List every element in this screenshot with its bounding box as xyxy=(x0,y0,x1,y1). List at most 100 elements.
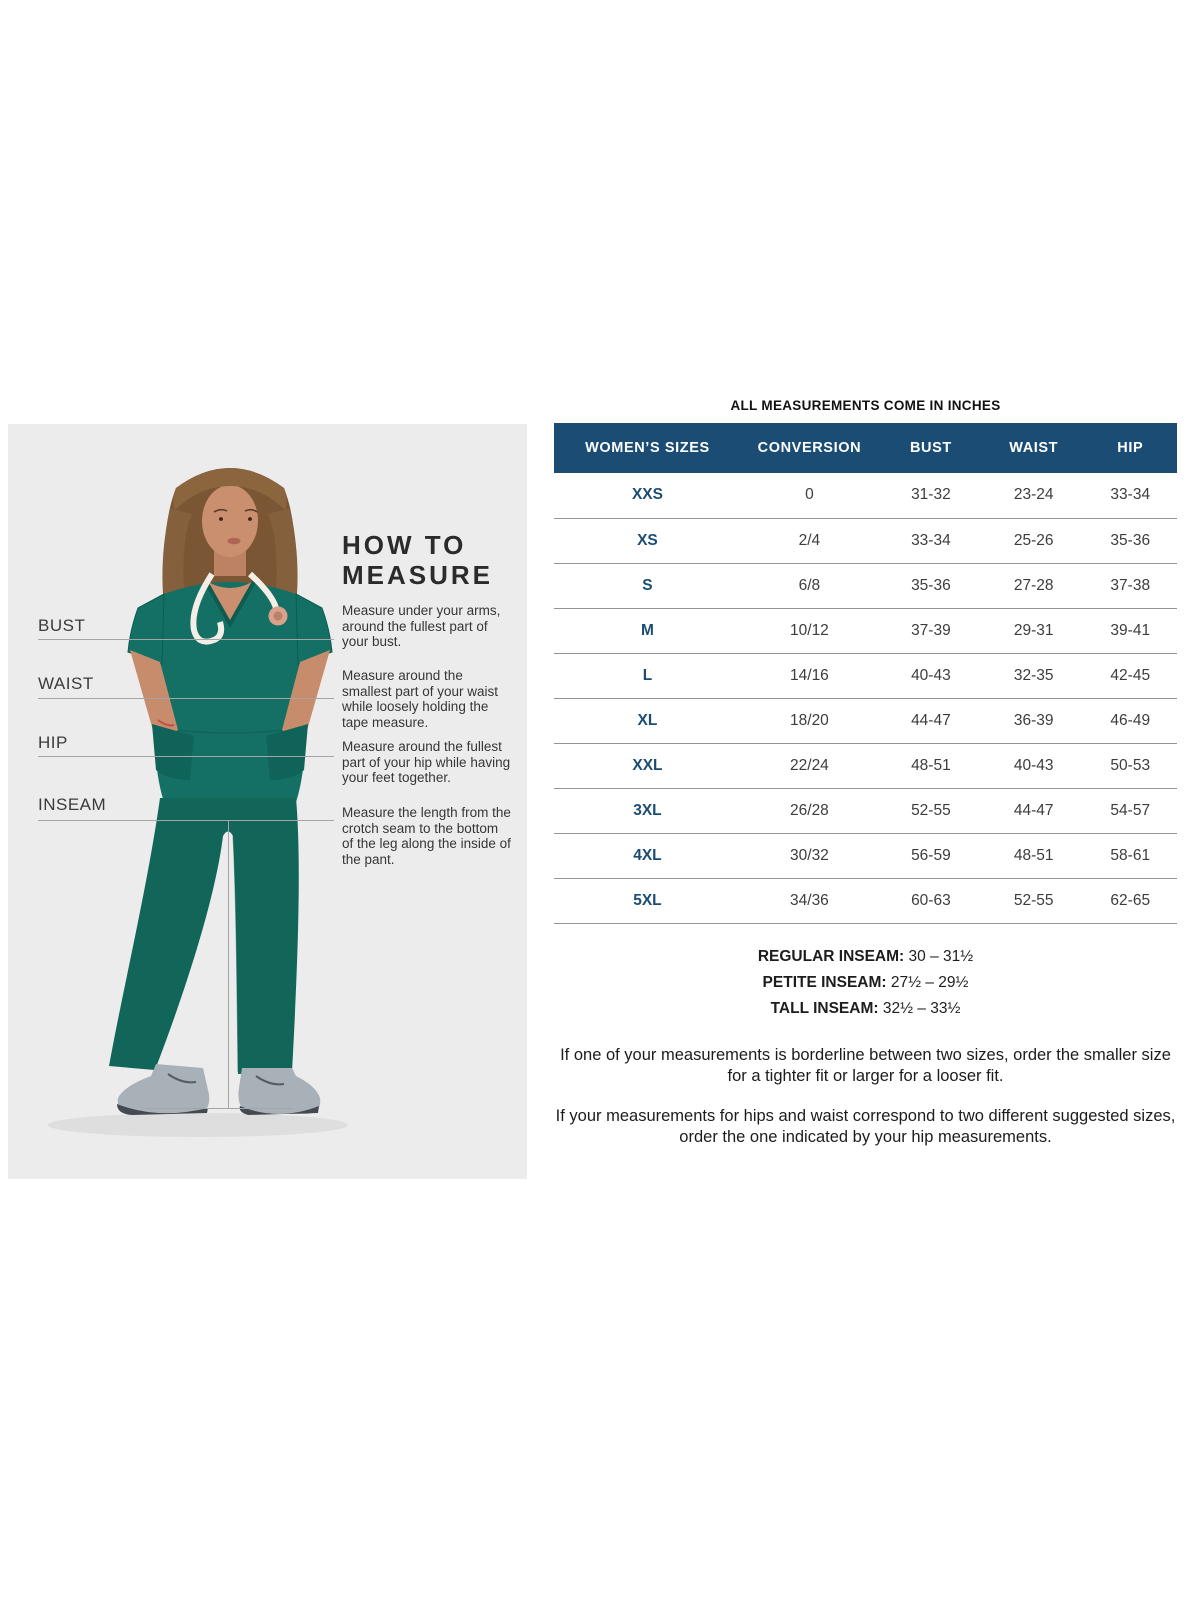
measurement-cell: 31-32 xyxy=(877,473,984,519)
fit-note-hip-priority: If your measurements for hips and waist … xyxy=(555,1106,1176,1146)
size-label-cell: XL xyxy=(554,698,741,744)
measure-label-inseam: INSEAM xyxy=(38,795,107,814)
measurement-cell: 23-24 xyxy=(983,473,1084,519)
stethoscope-icon xyxy=(190,572,225,645)
bust-guide-line xyxy=(38,639,334,640)
model-illustration xyxy=(48,468,348,1137)
column-header-hip: HIP xyxy=(1083,423,1177,473)
size-row: XS 2/4 33-34 25-26 35-36 xyxy=(554,518,1177,564)
measurement-cell: 30/32 xyxy=(740,833,878,879)
inseam-notes: REGULAR INSEAM: 30 – 31½ PETITE INSEAM: … xyxy=(554,944,1177,1022)
size-label-cell: XXS xyxy=(554,473,741,519)
size-row: XXL 22/24 48-51 40-43 50-53 xyxy=(554,743,1177,789)
inseam-guide-line xyxy=(38,820,334,821)
measurement-cell: 48-51 xyxy=(983,833,1084,879)
measurement-cell: 18/20 xyxy=(740,698,878,744)
measurement-cell: 26/28 xyxy=(740,788,878,834)
size-label-cell: 4XL xyxy=(554,833,741,879)
measurement-cell: 37-38 xyxy=(1083,563,1177,609)
size-row: 5XL 34/36 60-63 52-55 62-65 xyxy=(554,878,1177,924)
measurement-cell: 52-55 xyxy=(983,878,1084,924)
measurement-cell: 6/8 xyxy=(740,563,878,609)
how-to-measure-section: HOW TO MEASURE Measure under your arms, … xyxy=(342,530,512,867)
measure-label-hip: HIP xyxy=(38,733,68,752)
inseam-note-label: TALL INSEAM: xyxy=(770,999,879,1017)
measure-instruction-hip: Measure around the fullest part of your … xyxy=(342,739,511,786)
size-row: 4XL 30/32 56-59 48-51 58-61 xyxy=(554,833,1177,879)
measurement-cell: 22/24 xyxy=(740,743,878,789)
measurement-cell: 60-63 xyxy=(877,878,984,924)
measure-label-bust: BUST xyxy=(38,616,86,635)
measure-instruction-bust: Measure under your arms, around the full… xyxy=(342,603,501,650)
measurement-cell: 50-53 xyxy=(1083,743,1177,789)
measure-instruction-inseam: Measure the length from the crotch seam … xyxy=(342,805,511,867)
measurement-cell: 0 xyxy=(740,473,878,519)
measurement-cell: 44-47 xyxy=(877,698,984,744)
measurement-cell: 29-31 xyxy=(983,608,1084,654)
measurement-cell: 33-34 xyxy=(1083,473,1177,519)
size-row: L 14/16 40-43 32-35 42-45 xyxy=(554,653,1177,699)
inseam-note-value: 30 – 31½ xyxy=(908,947,974,965)
chart-title: ALL MEASUREMENTS COME IN INCHES xyxy=(730,398,1001,413)
measurement-cell: 42-45 xyxy=(1083,653,1177,699)
measure-instruction-waist: Measure around the smallest part of your… xyxy=(342,668,499,730)
measurement-cell: 33-34 xyxy=(877,518,984,564)
size-row: 3XL 26/28 52-55 44-47 54-57 xyxy=(554,788,1177,834)
size-row: XXS 0 31-32 23-24 33-34 xyxy=(554,473,1177,519)
measurement-cell: 48-51 xyxy=(877,743,984,789)
measurement-cell: 40-43 xyxy=(983,743,1084,789)
size-label-cell: L xyxy=(554,653,741,699)
measurement-cell: 27-28 xyxy=(983,563,1084,609)
inseam-vertical-line xyxy=(228,820,229,1108)
size-label-cell: XXL xyxy=(554,743,741,789)
measurement-cell: 37-39 xyxy=(877,608,984,654)
measurement-cell: 52-55 xyxy=(877,788,984,834)
measurement-cell: 34/36 xyxy=(740,878,878,924)
inseam-bottom-line xyxy=(145,1108,293,1109)
fit-note-borderline: If one of your measurements is borderlin… xyxy=(560,1045,1171,1085)
size-row: M 10/12 37-39 29-31 39-41 xyxy=(554,608,1177,654)
measurement-cell: 14/16 xyxy=(740,653,878,699)
size-chart-header: WOMEN’S SIZES CONVERSION BUST WAIST HIP xyxy=(554,423,1177,473)
inseam-note-value: 32½ – 33½ xyxy=(882,999,961,1017)
measurement-cell: 39-41 xyxy=(1083,608,1177,654)
measure-label-waist: WAIST xyxy=(38,674,94,693)
measurement-cell: 35-36 xyxy=(877,563,984,609)
size-label-cell: M xyxy=(554,608,741,654)
column-header-bust: BUST xyxy=(877,423,984,473)
measurement-cell: 40-43 xyxy=(877,653,984,699)
measurement-cell: 2/4 xyxy=(740,518,878,564)
size-chart-section: ALL MEASUREMENTS COME IN INCHES WOMEN’S … xyxy=(554,398,1177,1148)
size-label-cell: 3XL xyxy=(554,788,741,834)
inseam-note-petite: PETITE INSEAM: 27½ – 29½ xyxy=(554,970,1177,996)
size-row: S 6/8 35-36 27-28 37-38 xyxy=(554,563,1177,609)
measurement-cell: 44-47 xyxy=(983,788,1084,834)
hip-guide-line xyxy=(38,756,334,757)
measurement-cell: 62-65 xyxy=(1083,878,1177,924)
floor-shadow xyxy=(48,1113,348,1137)
column-header-sizes: WOMEN’S SIZES xyxy=(554,423,741,473)
inseam-note-label: PETITE INSEAM: xyxy=(762,973,887,991)
size-label-cell: 5XL xyxy=(554,878,741,924)
inseam-note-label: REGULAR INSEAM: xyxy=(757,947,905,965)
column-header-conversion: CONVERSION xyxy=(740,423,878,473)
size-row: XL 18/20 44-47 36-39 46-49 xyxy=(554,698,1177,744)
size-chart-table: WOMEN’S SIZES CONVERSION BUST WAIST HIP … xyxy=(554,423,1177,924)
size-label-cell: S xyxy=(554,563,741,609)
waist-guide-line xyxy=(38,698,334,699)
measurement-cell: 54-57 xyxy=(1083,788,1177,834)
measurement-cell: 58-61 xyxy=(1083,833,1177,879)
measurement-cell: 56-59 xyxy=(877,833,984,879)
measurement-cell: 36-39 xyxy=(983,698,1084,744)
inseam-note-regular: REGULAR INSEAM: 30 – 31½ xyxy=(554,944,1177,970)
measurement-cell: 10/12 xyxy=(740,608,878,654)
measurement-cell: 32-35 xyxy=(983,653,1084,699)
size-label-cell: XS xyxy=(554,518,741,564)
inseam-note-value: 27½ – 29½ xyxy=(890,973,969,991)
size-chart-body: XXS 0 31-32 23-24 33-34 XS 2/4 33-34 25-26 35-36 S… xyxy=(554,473,1177,924)
model-photo-panel: BUST WAIST HIP INSEAM HOW TO MEASURE Mea… xyxy=(8,424,527,1179)
inseam-note-tall: TALL INSEAM: 32½ – 33½ xyxy=(554,996,1177,1022)
measurement-cell: 35-36 xyxy=(1083,518,1177,564)
measurement-cell: 25-26 xyxy=(983,518,1084,564)
